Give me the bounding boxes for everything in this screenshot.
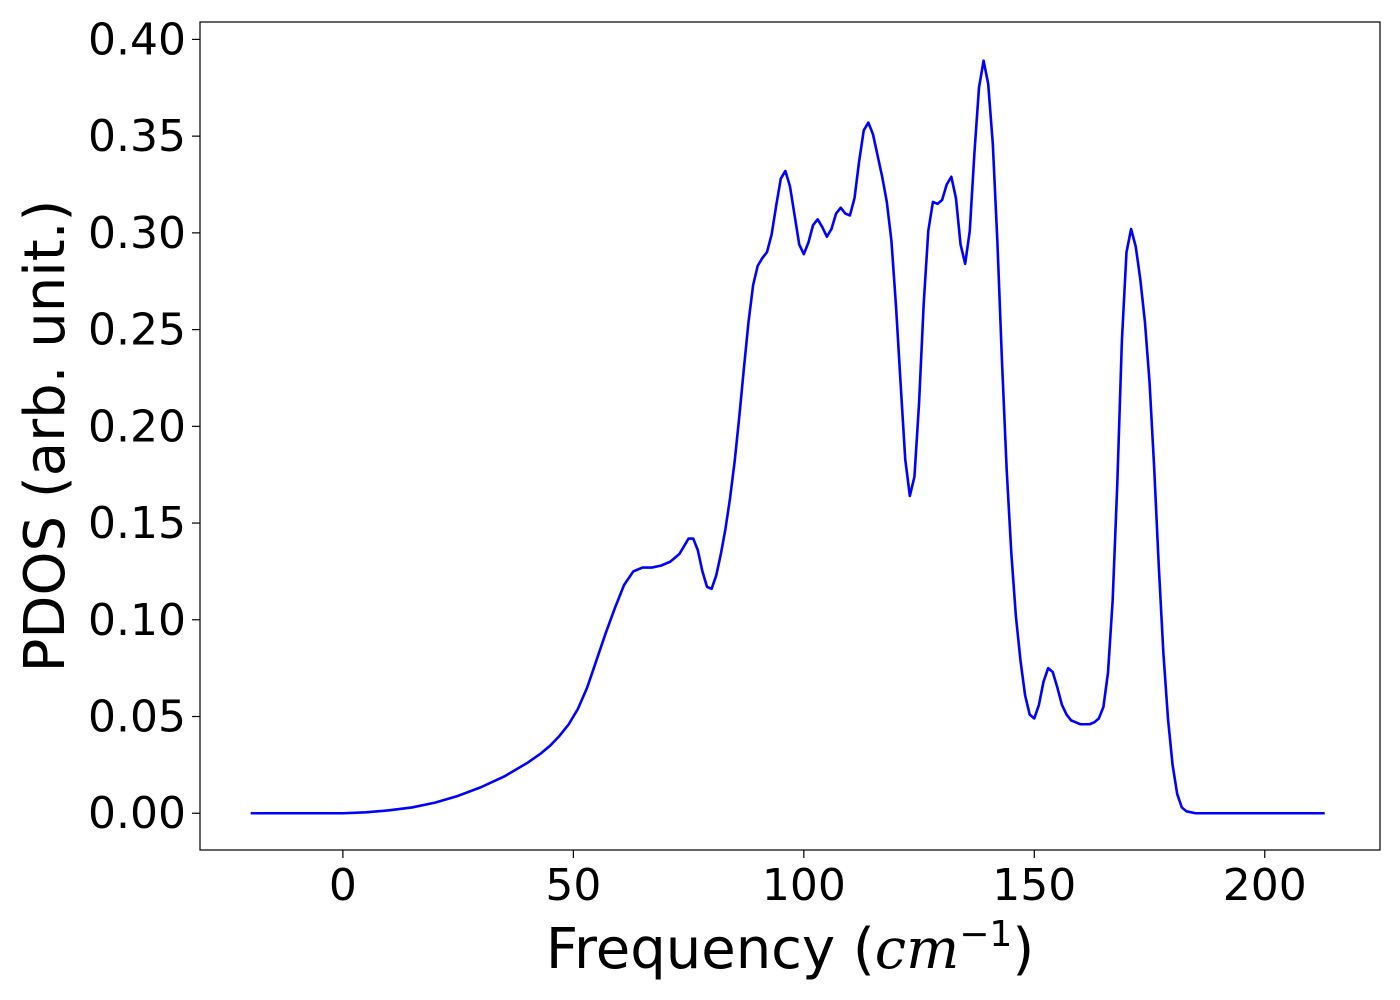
y-tick-label: 0.35 xyxy=(88,111,186,162)
y-tick-label: 0.25 xyxy=(88,305,186,356)
x-tick-label: 100 xyxy=(762,860,846,911)
y-tick-label: 0.20 xyxy=(88,401,186,452)
x-tick-label: 0 xyxy=(329,860,357,911)
y-axis-ticks: 0.00 0.05 0.10 0.15 0.20 0.25 0.30 0.35 0.40 xyxy=(88,14,200,839)
x-tick-label: 150 xyxy=(992,860,1076,911)
y-tick-label: 0.10 xyxy=(88,595,186,646)
series-layer xyxy=(250,59,1325,815)
y-tick-label: 0.30 xyxy=(88,208,186,259)
x-tick-label: 50 xyxy=(545,860,601,911)
pdos-series-line xyxy=(250,59,1325,815)
x-axis-ticks: 0 50 100 150 200 xyxy=(329,850,1307,911)
x-tick-label: 200 xyxy=(1223,860,1307,911)
y-tick-label: 0.40 xyxy=(88,14,186,65)
plot-background xyxy=(200,22,1380,850)
y-axis-label: PDOS (arb. unit.) xyxy=(13,200,78,673)
plot-frame xyxy=(199,21,1381,851)
y-tick-label: 0.15 xyxy=(88,498,186,549)
y-tick-label: 0.05 xyxy=(88,692,186,743)
x-axis-label: Frequency (cm−1) xyxy=(546,914,1034,982)
y-tick-label: 0.00 xyxy=(88,788,186,839)
